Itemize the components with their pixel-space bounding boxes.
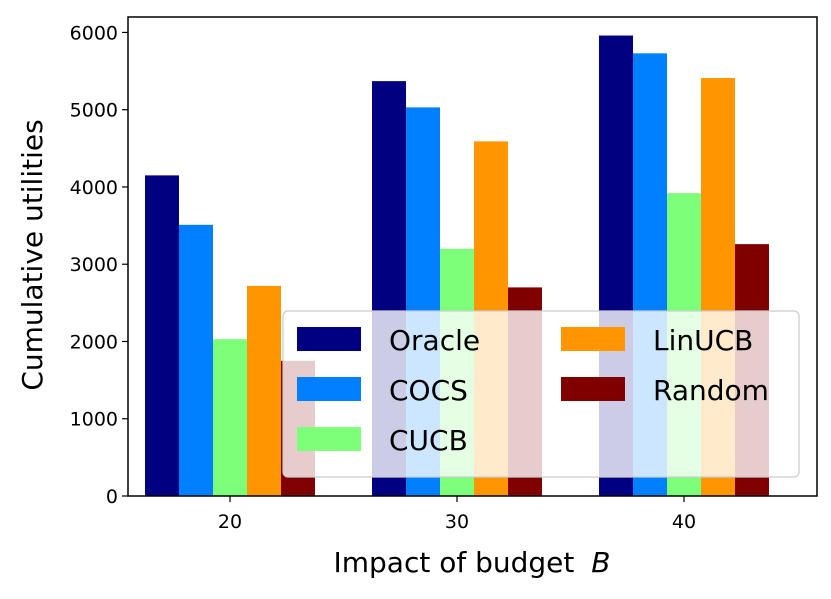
legend-swatch-cucb: [297, 427, 361, 451]
bar-cocs-20: [179, 224, 213, 496]
legend-box: [282, 310, 800, 478]
legend: Oracle COCS CUCB LinUCB Random: [282, 310, 800, 478]
legend-label-random: Random: [653, 374, 769, 407]
x-tick-label: 30: [445, 511, 469, 533]
x-tick-label: 20: [218, 511, 242, 533]
y-axis-ticks: 0 1000 2000 3000 4000 5000 6000: [70, 22, 128, 508]
legend-swatch-oracle: [297, 327, 361, 351]
legend-swatch-random: [561, 377, 625, 401]
bar-cucb-20: [213, 339, 247, 496]
y-tick-label: 0: [106, 486, 118, 508]
legend-label-cucb: CUCB: [389, 424, 468, 457]
y-tick-label: 1000: [70, 409, 118, 431]
y-tick-label: 3000: [70, 254, 118, 276]
bar-oracle-20: [145, 175, 179, 496]
legend-swatch-cocs: [297, 377, 361, 401]
bar-linucb-20: [247, 285, 281, 496]
x-axis-label-variable: B: [591, 546, 610, 579]
x-tick-label: 40: [672, 511, 696, 533]
y-tick-label: 5000: [70, 100, 118, 122]
plot-frame: [127, 16, 818, 497]
x-axis-ticks: 20 30 40: [218, 496, 696, 533]
y-axis-label: Cumulative utilities: [16, 119, 49, 390]
legend-swatch-linucb: [561, 327, 625, 351]
y-tick-label: 2000: [70, 331, 118, 353]
x-axis-label: Impact of budget B: [333, 546, 610, 579]
y-tick-label: 6000: [70, 22, 118, 44]
y-tick-label: 4000: [70, 177, 118, 199]
legend-label-linucb: LinUCB: [653, 324, 753, 357]
legend-label-cocs: COCS: [389, 374, 468, 407]
x-axis-label-text: Impact of budget: [333, 546, 574, 579]
legend-label-oracle: Oracle: [389, 324, 480, 357]
